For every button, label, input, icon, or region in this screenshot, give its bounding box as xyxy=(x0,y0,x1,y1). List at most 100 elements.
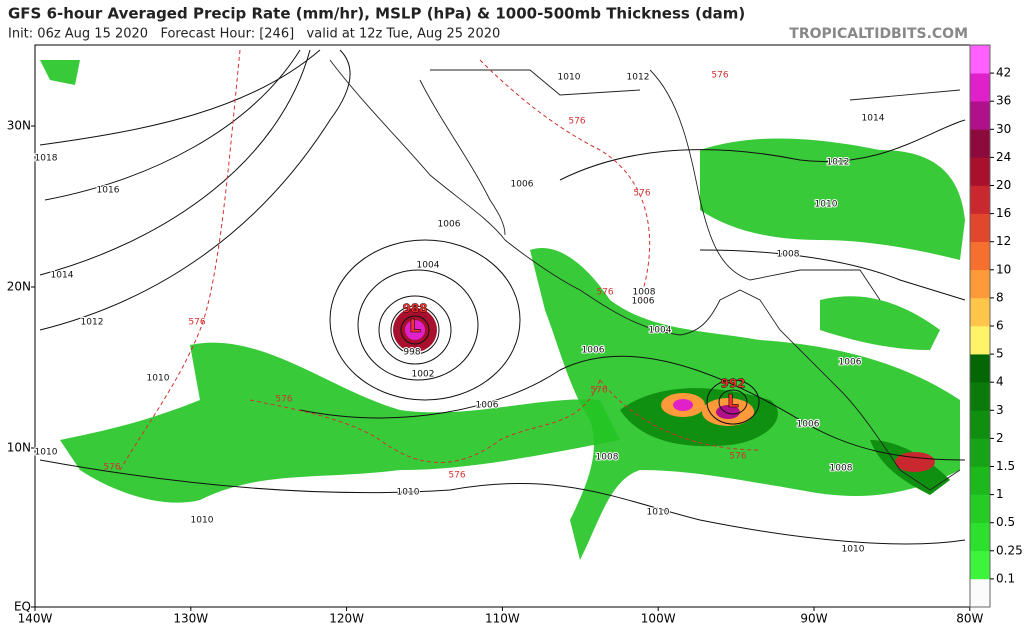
thickness-label: 576 xyxy=(188,318,205,328)
storm-core xyxy=(405,320,425,340)
isobar-label: 1008 xyxy=(596,453,619,463)
latitude-labels: 30N 20N 10N EQ xyxy=(7,119,35,614)
isobar-label: 1006 xyxy=(839,358,862,368)
colorbar-segment xyxy=(970,213,990,242)
isobar-label: 1010 xyxy=(842,545,865,555)
isobar-label: 1010 xyxy=(147,374,170,384)
isobar-label: 1006 xyxy=(632,297,655,307)
thickness-label: 576 xyxy=(103,463,120,473)
isobar-label: 1010 xyxy=(815,200,838,210)
thickness-label: 576 xyxy=(275,395,292,405)
colorbar-segment xyxy=(970,522,990,552)
lon-label: 100W xyxy=(641,612,676,626)
isobar-label: 1004 xyxy=(649,326,672,336)
isobar-label: 1010 xyxy=(647,508,670,518)
lon-label: 80W xyxy=(956,612,983,626)
thickness-label: 576 xyxy=(729,452,746,462)
isobar-label: 1012 xyxy=(827,158,850,168)
lat-label: 20N xyxy=(7,280,31,294)
low-pressure: 988 xyxy=(402,302,427,316)
colorbar-label: 12 xyxy=(996,234,1011,248)
isobar-label: 1002 xyxy=(412,370,435,380)
isobar-label: 1006 xyxy=(511,180,534,190)
colorbar-label: 0.25 xyxy=(996,543,1023,557)
lon-label: 90W xyxy=(800,612,827,626)
isobar-label: 1006 xyxy=(438,220,461,230)
colorbar-segment xyxy=(970,550,990,580)
map-area xyxy=(34,44,971,608)
isobar-label: 1008 xyxy=(633,288,656,298)
isobar-label: 1010 xyxy=(397,488,420,498)
low-pressure: 992 xyxy=(720,377,745,391)
colorbar-label: 8 xyxy=(996,290,1004,304)
isobar-label: 1014 xyxy=(51,271,74,281)
lon-label: 120W xyxy=(329,612,364,626)
isobar-label: 1018 xyxy=(35,154,58,164)
colorbar-segment xyxy=(970,354,990,383)
thickness-label: 576 xyxy=(590,386,607,396)
colorbar-label: 2 xyxy=(996,431,1004,445)
colorbar-segment xyxy=(970,157,990,186)
colorbar-label: 24 xyxy=(996,150,1011,164)
isobar-label: 1016 xyxy=(97,186,120,196)
colorbar-label: 16 xyxy=(996,206,1011,220)
colorbar-label: 30 xyxy=(996,122,1011,136)
thickness-label: 576 xyxy=(448,471,465,481)
isobars xyxy=(39,49,966,545)
colorbar-segment xyxy=(970,410,990,439)
colorbar-segment xyxy=(970,438,990,467)
isobar-label: 1010 xyxy=(35,448,58,458)
thickness-label: 576 xyxy=(568,117,585,127)
colorbar-label: 10 xyxy=(996,262,1011,276)
colorbar-segment xyxy=(970,269,990,299)
colorbar-segment xyxy=(970,382,990,411)
isobar-label: 1012 xyxy=(81,318,104,328)
isobar-label: 1006 xyxy=(797,420,820,430)
colorbar-segment xyxy=(970,297,990,327)
low-symbol: L xyxy=(727,391,738,412)
coastlines xyxy=(329,59,961,491)
colorbar-label: 36 xyxy=(996,94,1011,108)
colorbar-label: 3 xyxy=(996,403,1004,417)
colorbar-segment xyxy=(970,494,990,523)
lon-label: 130W xyxy=(173,612,208,626)
colorbar-segment xyxy=(970,101,990,130)
subtitle: Init: 06z Aug 15 2020 Forecast Hour: [24… xyxy=(8,27,500,42)
isobar-label: 1010 xyxy=(191,516,214,526)
isobar-label: 1004 xyxy=(417,261,440,271)
storm-core xyxy=(673,399,693,411)
colorbar-segment xyxy=(970,129,990,158)
site-name: TROPICALTIDBITS.COM xyxy=(789,26,968,42)
longitude-labels: 140W 130W 120W 110W 100W 90W 80W xyxy=(18,607,983,626)
isobar-label: 1006 xyxy=(582,346,605,356)
colorbar-label: 0.1 xyxy=(996,571,1015,585)
thickness-lines xyxy=(119,49,761,471)
colorbar-label: 1 xyxy=(996,487,1004,501)
colorbar-segment xyxy=(970,241,990,271)
title: GFS 6-hour Averaged Precip Rate (mm/hr),… xyxy=(8,5,745,23)
colorbar-label: 6 xyxy=(996,319,1004,333)
low-symbol: L xyxy=(409,316,420,337)
colorbar-label: 1.5 xyxy=(996,459,1015,473)
thickness-label: 576 xyxy=(596,288,613,298)
storm-core xyxy=(716,405,740,419)
map-frame xyxy=(34,44,971,608)
lon-label: 140W xyxy=(18,612,53,626)
precip-field xyxy=(40,60,965,560)
lon-label: 110W xyxy=(485,612,520,626)
colorbar-segment xyxy=(970,466,990,495)
storm-core xyxy=(895,452,935,472)
colorbar-segment xyxy=(970,578,990,608)
thickness-label: 576 xyxy=(633,189,650,199)
colorbar: 0.1 0.25 0.5 1 1.5 2 3 4 5 6 8 10 12 16 20 24 30 36 42 xyxy=(969,44,1023,608)
isobar-label: 1006 xyxy=(476,401,499,411)
colorbar-label: 5 xyxy=(996,347,1004,361)
lat-label: 30N xyxy=(7,119,31,133)
colorbar-segment xyxy=(970,326,990,355)
colorbar-label: 4 xyxy=(996,375,1004,389)
isobar-label: 1008 xyxy=(830,464,853,474)
lat-label: 10N xyxy=(7,441,31,455)
contour-labels: 1018 1016 1014 1012 1010 1010 1010 1010 1010 1010… xyxy=(34,71,886,556)
isobar-label: 1010 xyxy=(558,73,581,83)
isobar-label: 1014 xyxy=(862,114,885,124)
